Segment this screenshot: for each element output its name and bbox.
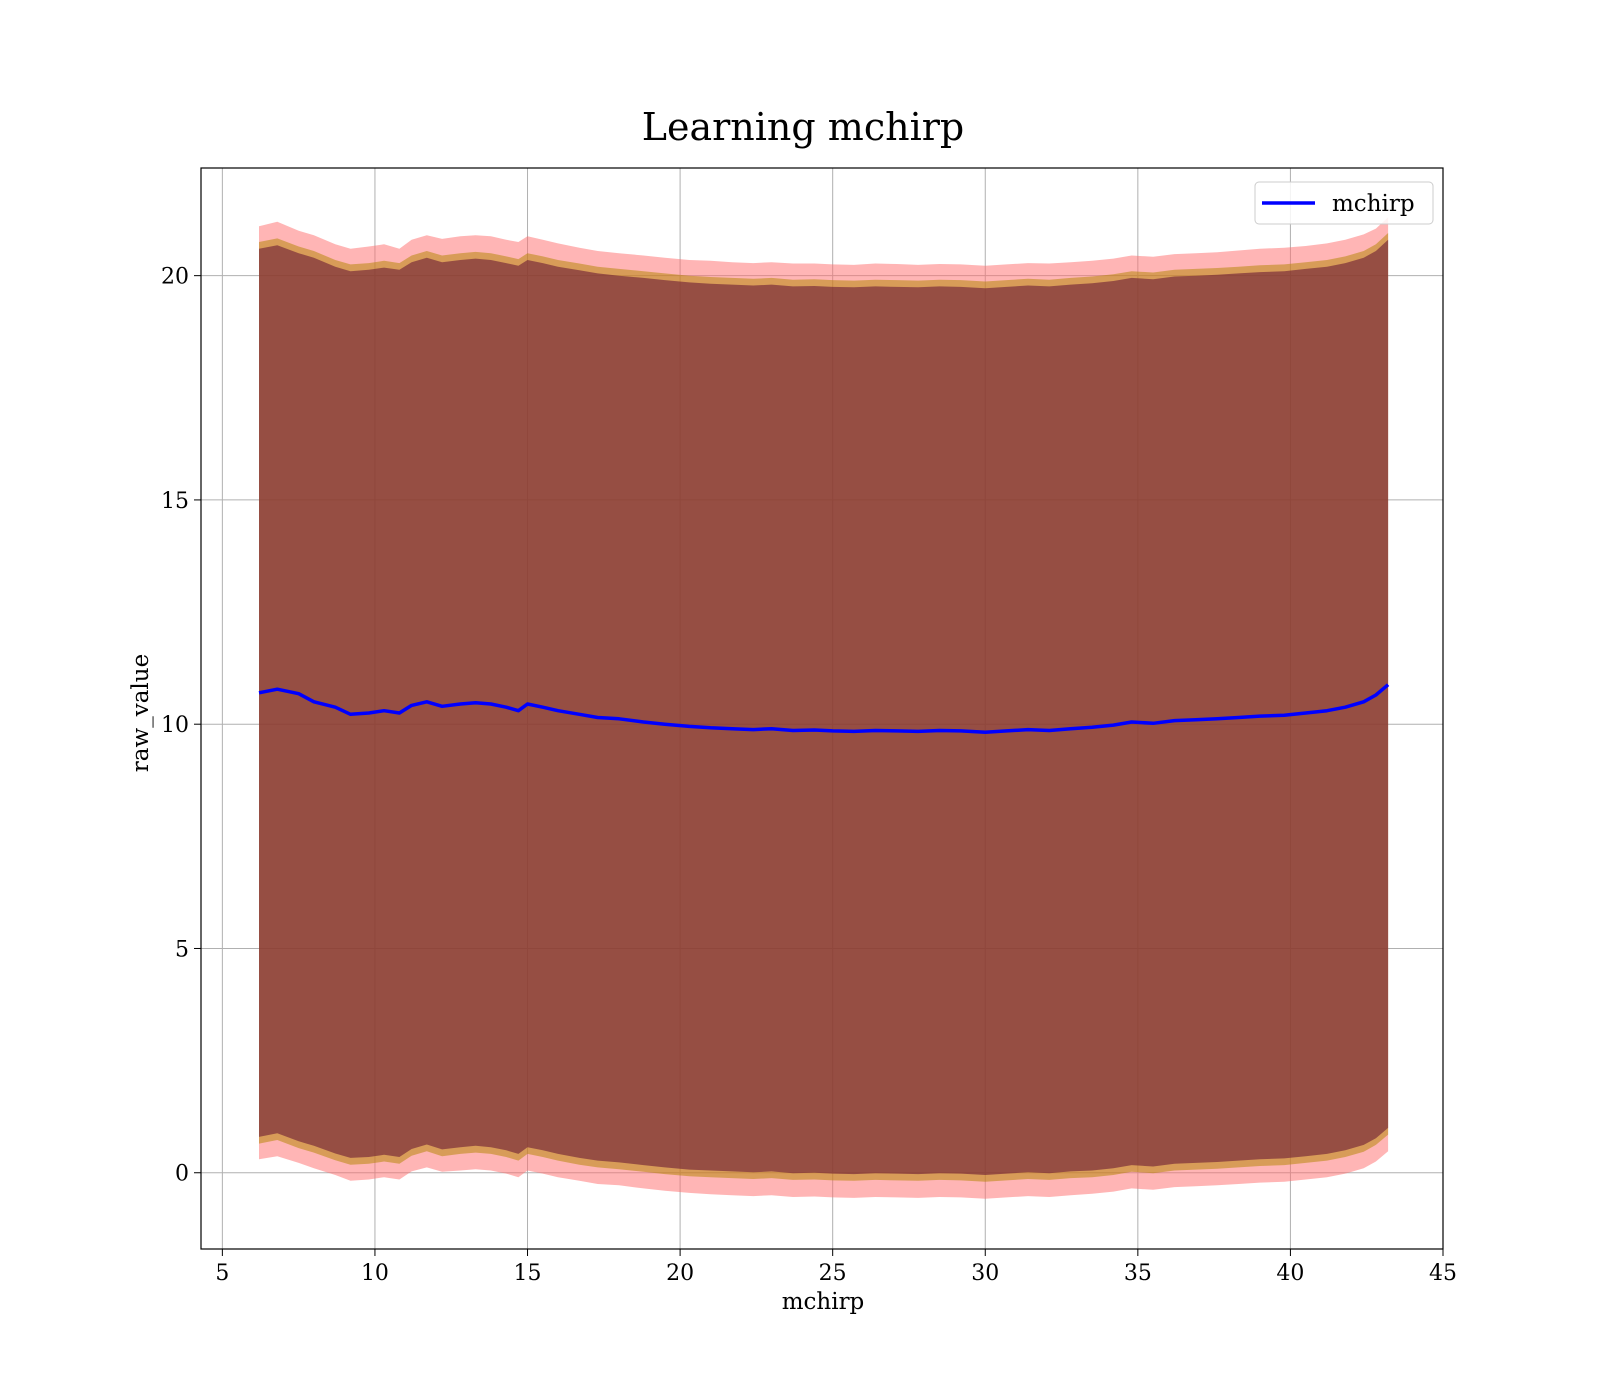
legend: mchirp (1254, 181, 1434, 225)
x-axis-ticks: 5 10 15 20 25 30 35 40 45 (215, 1249, 1457, 1286)
x-tick-label: 40 (1276, 1261, 1304, 1286)
y-tick-label: 20 (161, 265, 189, 290)
y-axis-label: raw_value (128, 654, 154, 772)
plot-frame (200, 167, 1444, 1250)
y-tick-label: 15 (161, 489, 189, 514)
x-axis-label: mchirp (782, 1289, 865, 1315)
x-tick-label: 35 (1124, 1261, 1152, 1286)
legend-label: mchirp (1332, 191, 1415, 217)
x-tick-label: 10 (361, 1261, 389, 1286)
series-line-0 (258, 683, 1390, 735)
x-tick-label: 15 (514, 1261, 542, 1286)
band-2 (259, 239, 1389, 1176)
y-tick-label: 10 (161, 713, 189, 738)
series-lines (258, 683, 1390, 735)
chart-title: Learning mchirp (642, 105, 964, 149)
x-tick-label: 20 (666, 1261, 694, 1286)
confidence-bands (259, 217, 1389, 1199)
y-axis-ticks: 0 5 10 15 20 (161, 265, 201, 1187)
y-tick-label: 5 (175, 937, 189, 962)
legend-box (1254, 181, 1434, 225)
x-tick-label: 30 (971, 1261, 999, 1286)
x-tick-label: 5 (215, 1261, 229, 1286)
y-tick-label: 0 (175, 1162, 189, 1187)
x-tick-label: 45 (1429, 1261, 1457, 1286)
x-tick-label: 25 (819, 1261, 847, 1286)
